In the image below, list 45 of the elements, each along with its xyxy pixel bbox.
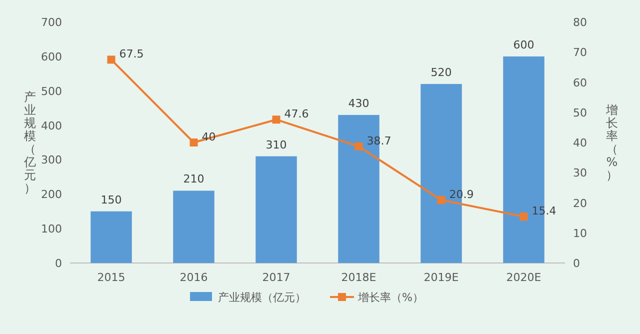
bar bbox=[90, 211, 132, 263]
x-tick-label: 2019E bbox=[424, 271, 459, 284]
y2-axis-title: 增长率（%） bbox=[605, 103, 618, 182]
y2-tick-label: 60 bbox=[573, 76, 587, 90]
data-label: 600 bbox=[513, 38, 534, 52]
data-label: 15.4 bbox=[532, 204, 556, 218]
x-tick-label: 2017 bbox=[262, 271, 290, 284]
bar bbox=[173, 190, 214, 263]
y2-tick-label: 20 bbox=[573, 196, 587, 210]
legend-label: 产业规模（亿元） bbox=[218, 291, 306, 304]
y-tick-label: 300 bbox=[41, 154, 62, 167]
legend-label: 增长率（%） bbox=[357, 291, 424, 304]
y2-tick-label: 10 bbox=[573, 226, 587, 240]
data-label: 67.5 bbox=[119, 48, 144, 61]
y-tick-label: 100 bbox=[41, 222, 62, 236]
data-label: 520 bbox=[430, 66, 452, 79]
y-tick-label: 0 bbox=[55, 257, 62, 270]
y-tick-label: 200 bbox=[41, 188, 62, 202]
point bbox=[520, 212, 528, 221]
bar bbox=[256, 156, 297, 263]
x-tick-label: 2016 bbox=[180, 271, 208, 284]
y2-tick-label: 30 bbox=[573, 166, 587, 180]
point bbox=[437, 196, 446, 204]
data-label: 310 bbox=[266, 138, 287, 152]
y-tick-label: 600 bbox=[41, 50, 62, 64]
data-label: 210 bbox=[183, 172, 204, 186]
y2-tick-label: 40 bbox=[573, 136, 587, 150]
y2-tick-label: 50 bbox=[573, 106, 587, 120]
point bbox=[107, 56, 116, 64]
y2-tick-label: 0 bbox=[573, 257, 580, 270]
y-tick-label: 700 bbox=[41, 16, 62, 29]
data-label: 150 bbox=[100, 193, 122, 206]
data-label: 47.6 bbox=[284, 108, 309, 121]
y2-tick-label: 80 bbox=[573, 16, 587, 29]
y-tick-label: 500 bbox=[41, 84, 62, 98]
x-tick-label: 2015 bbox=[97, 271, 126, 284]
point bbox=[190, 138, 198, 146]
y2-tick-label: 70 bbox=[573, 46, 587, 60]
x-tick-label: 2018E bbox=[341, 271, 376, 284]
point bbox=[354, 142, 363, 150]
y-axis-title: 产业规模（亿元） bbox=[23, 90, 36, 195]
data-label: 430 bbox=[348, 96, 370, 110]
point bbox=[272, 116, 280, 124]
x-tick-label: 2020E bbox=[506, 271, 542, 284]
y-tick-label: 400 bbox=[41, 119, 62, 132]
